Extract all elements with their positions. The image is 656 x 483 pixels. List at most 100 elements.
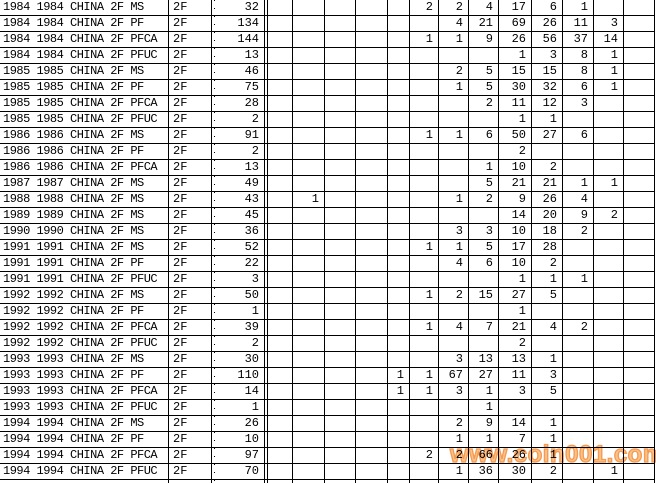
grade-count-cell[interactable]: 15 xyxy=(499,64,532,80)
grade-count-cell[interactable]: 3 xyxy=(594,16,624,32)
grade-count-cell[interactable] xyxy=(563,336,594,352)
grade-count-cell[interactable]: 2 xyxy=(469,192,499,208)
empty-cell[interactable] xyxy=(469,480,499,483)
grade-count-cell[interactable] xyxy=(325,256,356,272)
grade-count-cell[interactable] xyxy=(293,224,325,240)
grade-count-cell[interactable] xyxy=(293,464,325,480)
grade-count-cell[interactable]: 3 xyxy=(439,224,469,240)
empty-cell[interactable] xyxy=(0,480,169,483)
grade-count-cell[interactable] xyxy=(594,416,624,432)
unit-cell[interactable]: 2F xyxy=(169,384,212,400)
grade-count-cell[interactable]: 27 xyxy=(499,288,532,304)
grade-count-cell[interactable] xyxy=(624,368,655,384)
grade-count-cell[interactable]: 1 xyxy=(499,48,532,64)
grade-count-cell[interactable] xyxy=(410,64,439,80)
grade-count-cell[interactable]: 1 xyxy=(499,112,532,128)
grade-count-cell[interactable]: 4 xyxy=(439,320,469,336)
grade-count-cell[interactable]: 1 xyxy=(469,384,499,400)
grade-count-cell[interactable] xyxy=(410,80,439,96)
row-label-cell[interactable]: 1993 1993 CHINA 2F PFCA xyxy=(0,384,169,400)
grade-count-cell[interactable]: 2 xyxy=(499,336,532,352)
grade-count-cell[interactable] xyxy=(594,96,624,112)
grade-count-cell[interactable] xyxy=(410,208,439,224)
grade-count-cell[interactable] xyxy=(624,144,655,160)
grade-count-cell[interactable] xyxy=(624,464,655,480)
grade-count-cell[interactable]: 1 xyxy=(439,240,469,256)
grade-count-cell[interactable]: 6 xyxy=(532,0,563,16)
grade-count-cell[interactable]: 15 xyxy=(469,288,499,304)
grade-count-cell[interactable] xyxy=(499,400,532,416)
grade-count-cell[interactable]: 27 xyxy=(469,368,499,384)
grade-count-cell[interactable] xyxy=(594,256,624,272)
unit-cell[interactable]: 2F xyxy=(169,288,212,304)
grade-count-cell[interactable] xyxy=(439,400,469,416)
grade-count-cell[interactable] xyxy=(410,48,439,64)
grade-count-cell[interactable]: 5 xyxy=(469,64,499,80)
total-cell[interactable]: 22 xyxy=(212,256,265,272)
grade-count-cell[interactable] xyxy=(594,272,624,288)
grade-count-cell[interactable]: 10 xyxy=(499,224,532,240)
total-cell[interactable]: 46 xyxy=(212,64,265,80)
grade-count-cell[interactable] xyxy=(410,192,439,208)
grade-count-cell[interactable] xyxy=(624,224,655,240)
grade-count-cell[interactable]: 21 xyxy=(499,320,532,336)
row-label-cell[interactable]: 1990 1990 CHINA 2F MS xyxy=(0,224,169,240)
unit-cell[interactable]: 2F xyxy=(169,96,212,112)
grade-count-cell[interactable]: 9 xyxy=(469,32,499,48)
unit-cell[interactable]: 2F xyxy=(169,0,212,16)
total-cell[interactable]: 1 xyxy=(212,304,265,320)
grade-count-cell[interactable]: 26 xyxy=(499,32,532,48)
grade-count-cell[interactable] xyxy=(563,384,594,400)
grade-count-cell[interactable] xyxy=(410,272,439,288)
grade-count-cell[interactable] xyxy=(293,48,325,64)
grade-count-cell[interactable] xyxy=(624,320,655,336)
grade-count-cell[interactable] xyxy=(356,368,388,384)
grade-count-cell[interactable] xyxy=(624,160,655,176)
grade-count-cell[interactable] xyxy=(325,32,356,48)
grade-count-cell[interactable]: 1 xyxy=(532,432,563,448)
total-cell[interactable]: 134 xyxy=(212,16,265,32)
row-label-cell[interactable]: 1986 1986 CHINA 2F PFCA xyxy=(0,160,169,176)
unit-cell[interactable]: 2F xyxy=(169,464,212,480)
grade-count-cell[interactable] xyxy=(388,448,410,464)
grade-count-cell[interactable] xyxy=(388,176,410,192)
grade-count-cell[interactable] xyxy=(293,448,325,464)
grade-count-cell[interactable] xyxy=(624,448,655,464)
row-label-cell[interactable]: 1994 1994 CHINA 2F PF xyxy=(0,432,169,448)
total-cell[interactable]: 26 xyxy=(212,416,265,432)
grade-count-cell[interactable]: 11 xyxy=(499,368,532,384)
grade-count-cell[interactable]: 11 xyxy=(499,96,532,112)
grade-count-cell[interactable] xyxy=(325,320,356,336)
grade-count-cell[interactable] xyxy=(563,112,594,128)
grade-count-cell[interactable] xyxy=(293,96,325,112)
grade-count-cell[interactable]: 3 xyxy=(563,96,594,112)
grade-count-cell[interactable] xyxy=(356,80,388,96)
grade-count-cell[interactable] xyxy=(325,176,356,192)
grade-count-cell[interactable] xyxy=(594,288,624,304)
grade-count-cell[interactable] xyxy=(532,336,563,352)
grade-count-cell[interactable] xyxy=(293,112,325,128)
grade-count-cell[interactable]: 4 xyxy=(532,320,563,336)
grade-count-cell[interactable] xyxy=(268,320,293,336)
grade-count-cell[interactable] xyxy=(268,400,293,416)
grade-count-cell[interactable] xyxy=(388,160,410,176)
grade-count-cell[interactable] xyxy=(594,336,624,352)
total-cell[interactable]: 70 xyxy=(212,464,265,480)
row-label-cell[interactable]: 1986 1986 CHINA 2F MS xyxy=(0,128,169,144)
grade-count-cell[interactable]: 1 xyxy=(499,304,532,320)
grade-count-cell[interactable] xyxy=(356,96,388,112)
grade-count-cell[interactable]: 11 xyxy=(563,16,594,32)
unit-cell[interactable]: 2F xyxy=(169,320,212,336)
grade-count-cell[interactable] xyxy=(293,128,325,144)
grade-count-cell[interactable] xyxy=(388,16,410,32)
grade-count-cell[interactable] xyxy=(469,208,499,224)
grade-count-cell[interactable] xyxy=(388,0,410,16)
grade-count-cell[interactable]: 1 xyxy=(594,80,624,96)
grade-count-cell[interactable]: 1 xyxy=(594,464,624,480)
grade-count-cell[interactable] xyxy=(594,240,624,256)
grade-count-cell[interactable] xyxy=(439,272,469,288)
grade-count-cell[interactable] xyxy=(356,112,388,128)
grade-count-cell[interactable] xyxy=(356,128,388,144)
grade-count-cell[interactable] xyxy=(388,208,410,224)
grade-count-cell[interactable]: 1 xyxy=(293,192,325,208)
